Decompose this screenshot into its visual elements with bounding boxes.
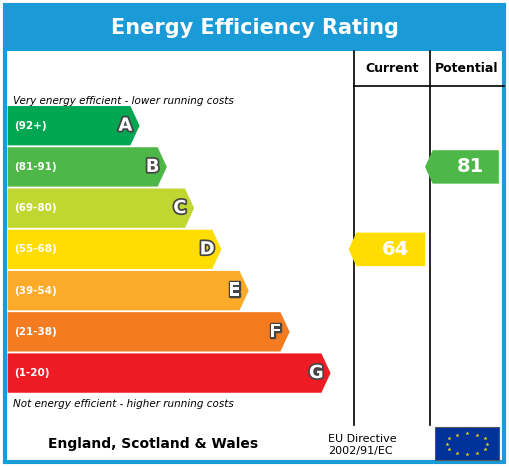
Text: (69-80): (69-80): [14, 203, 56, 213]
Polygon shape: [8, 189, 194, 228]
Bar: [5, 425, 504, 462]
Polygon shape: [8, 230, 221, 269]
Polygon shape: [8, 271, 249, 310]
Text: F: F: [269, 323, 281, 341]
Text: B: B: [146, 158, 159, 176]
Text: (92+): (92+): [14, 120, 46, 131]
Text: D: D: [200, 241, 215, 258]
Polygon shape: [349, 233, 425, 266]
Text: EU Directive: EU Directive: [328, 434, 397, 444]
Bar: [435, 427, 499, 460]
Text: A: A: [119, 117, 132, 134]
Polygon shape: [8, 354, 330, 393]
Bar: [5, 5, 504, 51]
Text: 2002/91/EC: 2002/91/EC: [328, 446, 393, 456]
Bar: [5, 51, 504, 425]
Polygon shape: [8, 147, 167, 187]
Text: C: C: [173, 199, 186, 217]
Text: (55-68): (55-68): [14, 244, 56, 255]
Text: (81-91): (81-91): [14, 162, 56, 172]
Polygon shape: [425, 150, 499, 184]
Text: Not energy efficient - higher running costs: Not energy efficient - higher running co…: [13, 399, 234, 409]
Polygon shape: [8, 312, 290, 352]
Polygon shape: [8, 106, 139, 145]
Text: (39-54): (39-54): [14, 286, 56, 296]
Text: Current: Current: [365, 63, 419, 75]
Text: (21-38): (21-38): [14, 327, 56, 337]
Text: 81: 81: [457, 157, 485, 177]
Text: 64: 64: [382, 240, 409, 259]
Text: Energy Efficiency Rating: Energy Efficiency Rating: [110, 18, 399, 38]
Text: Very energy efficient - lower running costs: Very energy efficient - lower running co…: [13, 96, 234, 106]
Text: E: E: [229, 282, 241, 300]
Text: G: G: [309, 364, 324, 382]
Text: England, Scotland & Wales: England, Scotland & Wales: [48, 437, 258, 451]
Text: Potential: Potential: [435, 63, 499, 75]
Text: (1-20): (1-20): [14, 368, 49, 378]
